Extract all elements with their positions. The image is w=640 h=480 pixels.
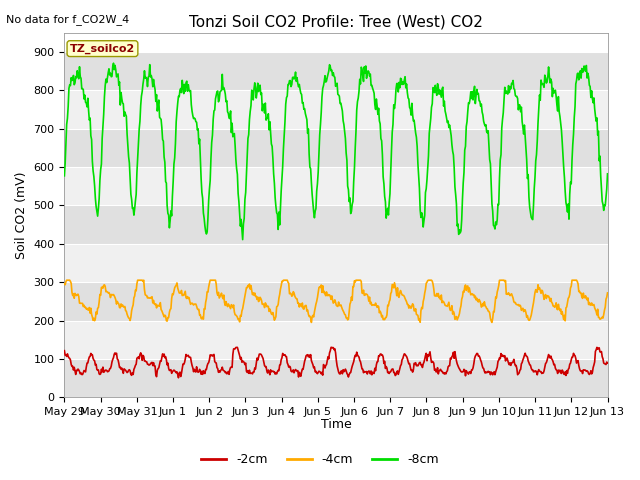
- Bar: [65, 359, 607, 397]
- Text: TZ_soilco2: TZ_soilco2: [70, 44, 135, 54]
- Legend: -2cm, -4cm, -8cm: -2cm, -4cm, -8cm: [196, 448, 444, 471]
- Bar: [65, 90, 607, 129]
- Bar: [65, 167, 607, 205]
- Bar: [65, 205, 607, 244]
- Y-axis label: Soil CO2 (mV): Soil CO2 (mV): [15, 171, 28, 259]
- Bar: [65, 129, 607, 167]
- Text: No data for f_CO2W_4: No data for f_CO2W_4: [6, 14, 130, 25]
- Bar: [65, 52, 607, 90]
- Bar: [65, 321, 607, 359]
- Bar: [65, 244, 607, 282]
- Bar: [65, 282, 607, 321]
- X-axis label: Time: Time: [321, 419, 351, 432]
- Title: Tonzi Soil CO2 Profile: Tree (West) CO2: Tonzi Soil CO2 Profile: Tree (West) CO2: [189, 15, 483, 30]
